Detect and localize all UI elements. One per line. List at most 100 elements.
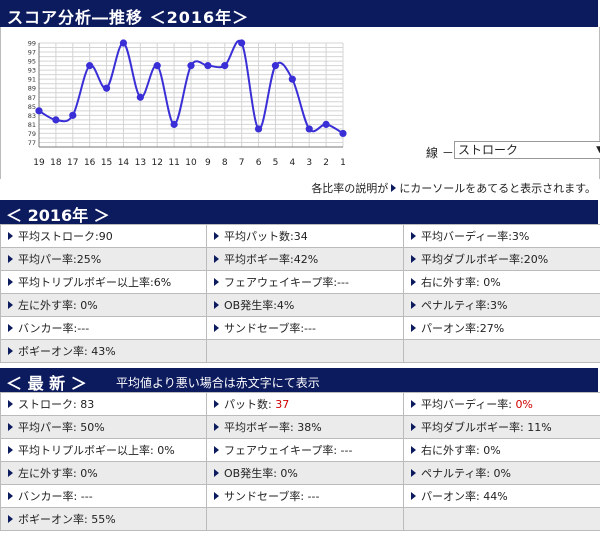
triangle-bullet-icon xyxy=(214,278,219,286)
stat-label: 平均ダブルボギー率: 11% xyxy=(421,421,552,434)
stat-label: バンカー率: --- xyxy=(18,490,93,503)
stat-cell[interactable]: パーオン率: 44% xyxy=(403,484,600,508)
triangle-bullet-icon xyxy=(411,301,416,309)
stat-cell[interactable]: 平均パー率:25% xyxy=(0,247,207,271)
data-point xyxy=(187,62,195,70)
stat-cell[interactable]: 平均パット数:34 xyxy=(206,224,404,248)
y-tick-label: 81 xyxy=(28,121,36,129)
triangle-bullet-icon xyxy=(214,446,219,454)
stat-cell[interactable]: ペナルティ率: 0% xyxy=(403,461,600,485)
stat-label: サンドセーブ率:--- xyxy=(224,322,316,335)
x-tick-label: 3 xyxy=(306,158,312,168)
stat-cell[interactable]: 平均ダブルボギー率:20% xyxy=(403,247,600,271)
stat-cell[interactable]: 左に外す率: 0% xyxy=(0,461,207,485)
stat-label: 左に外す率: 0% xyxy=(18,299,98,312)
stat-label: 平均バーディー率: xyxy=(421,398,516,411)
x-tick-label: 1 xyxy=(340,158,346,168)
triangle-bullet-icon xyxy=(411,400,416,408)
triangle-bullet-icon xyxy=(8,232,13,240)
stat-cell[interactable]: 左に外す率: 0% xyxy=(0,293,207,317)
table-row: 平均パー率: 50% 平均ボギー率: 38% 平均ダブルボギー率: 11% xyxy=(0,415,600,439)
stat-cell[interactable]: パーオン率:27% xyxy=(403,316,600,340)
stat-cell[interactable]: バンカー率:--- xyxy=(0,316,207,340)
triangle-bullet-icon xyxy=(214,492,219,500)
triangle-bullet-icon xyxy=(214,301,219,309)
data-point xyxy=(170,120,178,128)
x-tick-label: 18 xyxy=(50,158,62,168)
x-tick-label: 9 xyxy=(205,158,211,168)
stat-cell[interactable]: バンカー率: --- xyxy=(0,484,207,508)
stat-cell[interactable]: 平均ダブルボギー率: 11% xyxy=(403,415,600,439)
stat-cell[interactable]: 平均パー率: 50% xyxy=(0,415,207,439)
stat-cell[interactable]: 平均トリプルボギー以上率: 0% xyxy=(0,438,207,462)
stat-label: 平均ストローク:90 xyxy=(18,230,113,243)
section-2016-table: 平均ストローク:90 平均パット数:34 平均バーディー率:3% 平均パー率:25% 平… xyxy=(0,224,600,363)
hover-note-after: にカーソールをあてると表示されます。 xyxy=(399,182,596,195)
stat-cell[interactable]: 平均ボギー率: 38% xyxy=(206,415,404,439)
triangle-bullet-icon xyxy=(8,469,13,477)
triangle-bullet-icon xyxy=(8,278,13,286)
data-point xyxy=(153,62,161,70)
y-tick-label: 77 xyxy=(28,139,36,147)
table-row: ボギーオン率: 55% xyxy=(0,507,600,531)
stat-cell[interactable]: フェアウェイキープ率:--- xyxy=(206,270,404,294)
stat-cell[interactable]: フェアウェイキープ率: --- xyxy=(206,438,404,462)
stat-cell[interactable]: 右に外す率: 0% xyxy=(403,270,600,294)
line-type-select[interactable]: ストローク ▼ xyxy=(454,141,600,159)
chevron-down-icon: ▼ xyxy=(596,145,600,155)
y-tick-label: 99 xyxy=(28,40,36,48)
stat-cell[interactable]: 平均バーディー率: 0% xyxy=(403,392,600,416)
stat-cell xyxy=(206,507,404,531)
stat-label: ボギーオン率: 55% xyxy=(18,513,116,526)
stat-label: 左に外す率: 0% xyxy=(18,467,98,480)
stat-cell[interactable]: ストローク: 83 xyxy=(0,392,207,416)
stat-cell[interactable]: 平均ボギー率:42% xyxy=(206,247,404,271)
y-tick-label: 83 xyxy=(28,112,36,120)
stat-cell[interactable]: ボギーオン率: 43% xyxy=(0,339,207,363)
stat-cell[interactable]: ボギーオン率: 55% xyxy=(0,507,207,531)
stat-label: 右に外す率: 0% xyxy=(421,276,501,289)
triangle-bullet-icon xyxy=(8,400,13,408)
stat-label: ボギーオン率: 43% xyxy=(18,345,116,358)
stat-value-worse: 37 xyxy=(275,398,290,411)
x-tick-label: 5 xyxy=(273,158,279,168)
line-type-value: ストローク xyxy=(458,143,519,157)
stat-label: 平均トリプルボギー以上率:6% xyxy=(18,276,172,289)
table-row: バンカー率:--- サンドセーブ率:--- パーオン率:27% xyxy=(0,316,600,340)
stat-label: サンドセーブ率: --- xyxy=(224,490,320,503)
stat-value-worse: 0% xyxy=(515,398,533,411)
y-tick-label: 79 xyxy=(28,130,36,138)
x-tick-label: 6 xyxy=(256,158,262,168)
triangle-bullet-icon xyxy=(411,324,416,332)
triangle-bullet-icon xyxy=(411,423,416,431)
stat-cell[interactable]: 平均バーディー率:3% xyxy=(403,224,600,248)
stat-cell[interactable]: 平均トリプルボギー以上率:6% xyxy=(0,270,207,294)
x-tick-label: 13 xyxy=(135,158,146,168)
stat-cell[interactable]: ペナルティ率:3% xyxy=(403,293,600,317)
stat-cell[interactable]: OB発生率: 0% xyxy=(206,461,404,485)
data-point xyxy=(322,120,330,128)
triangle-bullet-icon xyxy=(8,446,13,454)
triangle-bullet-icon xyxy=(411,446,416,454)
stat-cell[interactable]: 右に外す率: 0% xyxy=(403,438,600,462)
x-tick-label: 14 xyxy=(118,158,130,168)
stat-label: 平均パー率: 50% xyxy=(18,421,105,434)
stat-cell[interactable]: サンドセーブ率: --- xyxy=(206,484,404,508)
stat-label: ストローク: 83 xyxy=(18,398,95,411)
stat-label: パット数: xyxy=(224,398,276,411)
data-point xyxy=(69,111,77,119)
triangle-bullet-icon xyxy=(411,278,416,286)
x-tick-label: 17 xyxy=(67,158,78,168)
stat-cell xyxy=(403,507,600,531)
section-latest-title: ＜ 最 新 ＞ xyxy=(6,374,87,393)
data-point xyxy=(288,75,296,83)
stat-cell[interactable]: サンドセーブ率:--- xyxy=(206,316,404,340)
stat-cell[interactable]: OB発生率:4% xyxy=(206,293,404,317)
stat-cell[interactable]: パット数: 37 xyxy=(206,392,404,416)
stat-label: 平均パット数:34 xyxy=(224,230,308,243)
x-tick-label: 2 xyxy=(323,158,329,168)
data-point xyxy=(35,107,43,115)
stat-label: フェアウェイキープ率: --- xyxy=(224,444,353,457)
data-point xyxy=(221,62,229,70)
stat-cell[interactable]: 平均ストローク:90 xyxy=(0,224,207,248)
